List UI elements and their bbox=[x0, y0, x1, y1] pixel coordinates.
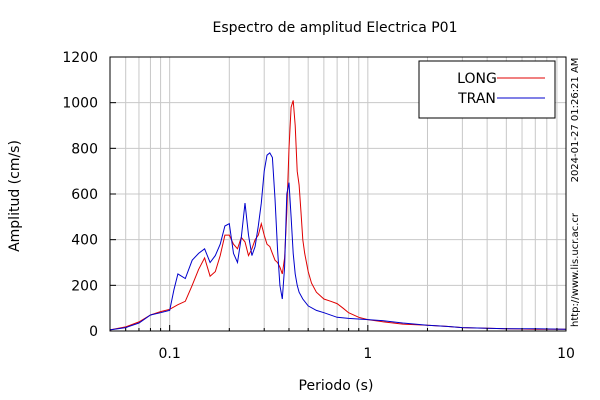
x-tick-label: 1 bbox=[363, 346, 372, 362]
x-tick-label: 10 bbox=[557, 346, 575, 362]
y-tick-label: 800 bbox=[71, 141, 98, 157]
y-tick-label: 400 bbox=[71, 233, 98, 249]
tick-layer: 0 200 400 600 800 1000 1200 0.1 1 10 bbox=[62, 50, 575, 362]
y-tick-label: 200 bbox=[71, 278, 98, 294]
series-line-tran bbox=[109, 152, 567, 331]
y-axis-title: Amplitud (cm/s) bbox=[7, 140, 23, 252]
url-text: http://www.lis.ucr.ac.cr bbox=[570, 212, 581, 327]
x-tick-label: 0.1 bbox=[159, 346, 181, 362]
legend-label-tran: TRAN bbox=[457, 91, 496, 107]
y-tick-label: 1200 bbox=[62, 50, 98, 66]
y-tick-label: 1000 bbox=[62, 96, 98, 112]
series-line-long bbox=[109, 100, 566, 331]
chart-title: Espectro de amplitud Electrica P01 bbox=[213, 20, 458, 36]
y-tick-label: 0 bbox=[89, 324, 98, 340]
legend-label-long: LONG bbox=[457, 71, 497, 87]
timestamp-text: 2024-01-27 01:26:21 AM bbox=[570, 58, 581, 183]
series-layer bbox=[109, 100, 567, 331]
x-axis-title: Periodo (s) bbox=[299, 378, 374, 394]
legend: LONG TRAN bbox=[418, 60, 556, 119]
legend-box bbox=[418, 60, 556, 119]
y-tick-label: 600 bbox=[71, 187, 98, 203]
